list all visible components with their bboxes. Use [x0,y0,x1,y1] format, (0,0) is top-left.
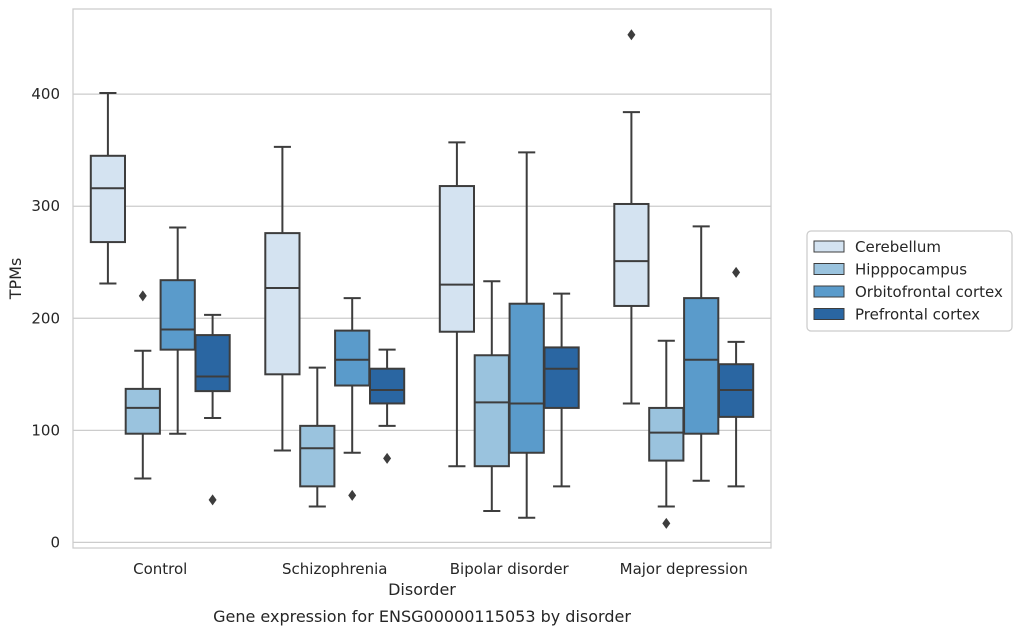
x-tick-label: Control [133,560,187,578]
y-tick-label: 100 [31,421,60,439]
x-axis-ticks: Control Schizophrenia Bipolar disorder Majo… [133,560,748,578]
box [368,348,406,464]
box-body [543,346,580,409]
box-body [89,154,127,244]
box-body [368,367,406,405]
box-body [438,185,476,333]
box [299,366,336,508]
outlier [732,266,741,278]
box [159,226,196,435]
x-tick-label: Schizophrenia [282,560,387,578]
outlier [208,494,217,506]
legend-swatch [813,285,845,298]
y-tick-label: 300 [31,197,60,215]
legend-label: Prefrontal cortex [855,306,980,324]
box [438,141,476,468]
chart-title: Gene expression for ENSG00000115053 by d… [213,607,631,626]
legend: Cerebellum Hipppocampus Orbitofrontal cort… [806,230,1013,332]
box-body [683,297,720,435]
outlier [383,452,392,464]
outlier [662,517,671,529]
plot-area-frame [72,8,772,549]
outlier [138,290,147,302]
x-tick-label: Major depression [620,560,748,578]
box-body [264,232,301,376]
box-body [508,302,545,454]
box-body [334,329,371,387]
box [194,313,231,506]
box [264,145,301,452]
outlier [627,29,636,41]
legend-swatch [813,308,845,320]
y-axis-ticks: 0 100 200 300 400 [31,85,60,551]
legend-swatch [813,240,845,253]
box [717,266,755,488]
box-body [648,406,685,462]
legend-label: Hipppocampus [855,261,967,279]
box [473,280,510,513]
legend-label: Cerebellum [855,238,941,256]
box [613,29,650,405]
box-body [159,279,196,351]
x-tick-label: Bipolar disorder [450,560,570,578]
box [508,151,545,519]
box [334,297,371,501]
legend-frame [806,230,1013,332]
box [683,225,720,482]
box [124,290,161,480]
box [648,339,685,529]
box [89,92,127,285]
box-body [124,387,161,435]
y-tick-label: 0 [50,533,60,551]
legend-swatch [813,263,845,275]
x-axis-label: Disorder [388,580,456,599]
legend-label: Orbitofrontal cortex [855,283,1003,301]
box-body [194,334,231,393]
y-tick-label: 400 [31,85,60,103]
box-body [299,424,336,488]
box-body [473,354,510,468]
box-body [613,202,650,307]
boxes [89,29,755,529]
y-tick-label: 200 [31,309,60,327]
box [543,292,580,488]
outlier [348,489,357,501]
y-axis-label: TPMs [6,258,25,301]
